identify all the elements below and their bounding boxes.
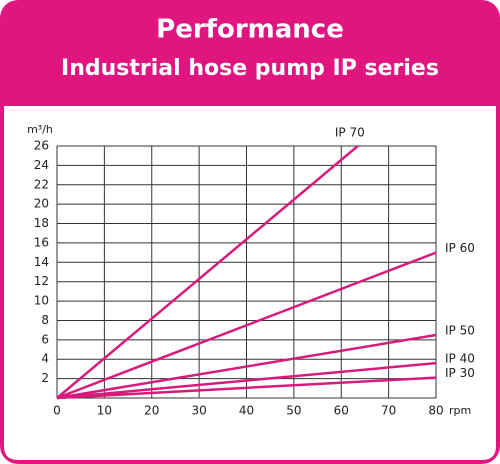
series-line (56, 333, 437, 400)
y-tick-label: 16 (34, 235, 49, 249)
y-tick-label: 14 (34, 255, 49, 269)
x-tick-label: 50 (286, 404, 301, 418)
y-tick-label: 2 (41, 371, 49, 385)
x-tick-label: 20 (144, 404, 159, 418)
series-label: IP 50 (445, 324, 475, 338)
y-tick-label: 22 (34, 177, 49, 191)
y-tick-label: 18 (34, 216, 49, 230)
y-tick-label: 12 (34, 274, 49, 288)
x-tick-label: 80 (428, 404, 443, 418)
y-tick-label: 8 (41, 313, 49, 327)
y-tick-label: 4 (41, 352, 49, 366)
chart-title: Performance (156, 15, 344, 45)
x-tick-label: 40 (239, 404, 254, 418)
y-tick-label: 20 (34, 197, 49, 211)
y-axis-label: m³/h (27, 123, 53, 136)
series-line (56, 251, 437, 400)
x-tick-label: 10 (97, 404, 112, 418)
series-line (56, 145, 359, 399)
series-label: IP 70 (335, 126, 365, 140)
y-tick-label: 10 (34, 294, 49, 308)
x-tick-label: 70 (381, 404, 396, 418)
y-tick-label: 26 (34, 139, 49, 153)
x-tick-label: 60 (334, 404, 349, 418)
series-label: IP 60 (445, 241, 475, 255)
series-line (56, 361, 437, 400)
y-tick-label: 24 (34, 158, 49, 172)
x-tick-label: 30 (191, 404, 206, 418)
x-tick-label: 0 (53, 404, 61, 418)
series-line (56, 376, 437, 400)
x-axis-label: rpm (449, 404, 471, 417)
y-tick-label: 6 (41, 332, 49, 346)
series-label: IP 40 (445, 352, 475, 366)
chart-subtitle: Industrial hose pump IP series (61, 56, 439, 81)
series-label: IP 30 (445, 366, 475, 380)
